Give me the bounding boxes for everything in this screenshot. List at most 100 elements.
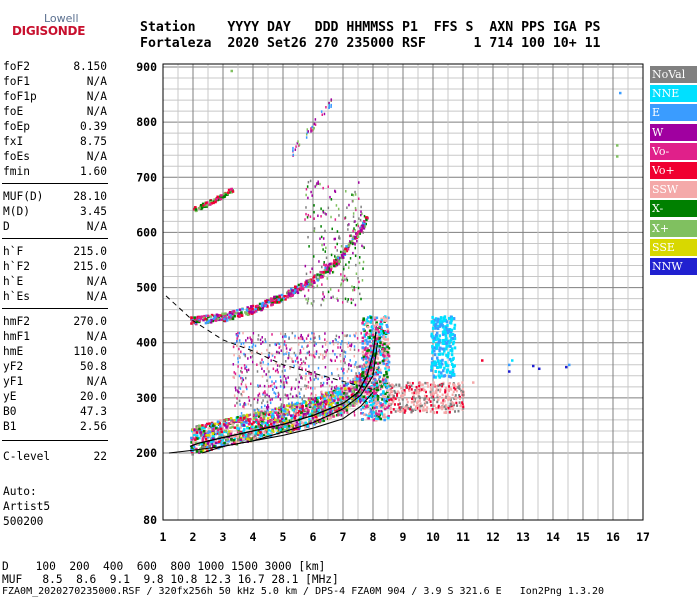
echo-point [193,433,196,437]
echo-point [375,406,378,409]
echo-point [361,279,364,282]
echo-point [352,288,354,292]
echo-point [348,234,351,238]
echo-point [393,394,396,398]
echo-point [204,437,208,441]
echo-point [353,286,355,289]
echo-point [337,207,340,211]
echo-point [201,449,205,452]
echo-point [292,395,294,398]
echo-point [321,113,324,116]
echo-point [347,228,349,231]
echo-point [266,428,269,432]
echo-point [391,389,394,393]
echo-point [307,351,309,354]
echo-point [322,271,326,274]
echo-point [244,437,248,441]
echo-point [256,304,259,308]
echo-point [377,366,380,370]
echo-point [430,396,433,399]
echo-point [389,407,392,411]
echo-point [271,354,274,357]
echo-point [246,306,249,309]
echo-point [202,434,206,438]
echo-point [307,289,310,292]
echo-point [288,427,291,430]
echo-point [309,386,312,390]
echo-point [244,383,247,387]
echo-point [453,397,456,400]
echo-point [301,409,305,412]
echo-point [398,391,401,395]
echo-point [254,416,257,419]
echo-point [333,260,336,263]
echo-point [267,354,270,357]
echo-point [437,337,440,341]
echo-point [405,384,408,387]
echo-point [440,371,443,375]
echo-point [435,345,439,349]
echo-point [245,419,249,422]
echo-point [219,439,223,442]
echo-point [278,363,280,367]
echo-point [304,218,306,221]
echo-point [292,403,296,407]
echo-point [337,289,340,292]
echo-point [353,235,357,239]
echo-point [291,403,294,406]
echo-point [357,277,359,280]
echo-point [350,393,354,397]
echo-point [340,273,342,276]
echo-point [397,409,400,413]
echo-point [454,395,457,399]
echo-point [320,207,322,210]
echo-point [280,380,282,384]
echo-point [284,419,287,423]
echo-point [335,262,339,266]
echo-point [342,405,346,409]
echo-point [346,334,349,337]
echo-point [250,341,253,344]
echo-point [359,401,362,404]
echo-point [292,360,294,363]
echo-point [354,303,357,307]
echo-point [435,391,438,394]
echo-point [236,424,239,427]
echo-point [364,396,368,400]
echo-point [441,393,444,397]
echo-point [250,305,253,308]
echo-point [454,387,457,391]
echo-point [342,265,345,269]
echo-point [315,342,317,346]
echo-point [287,292,290,295]
echo-point [229,316,233,319]
echo-point [260,432,263,436]
echo-point [354,237,357,240]
echo-point [278,346,281,349]
echo-point [262,393,264,396]
echo-point [313,410,316,414]
echo-point [355,331,357,335]
echo-point [355,380,358,383]
echo-point [433,353,437,357]
echo-point [418,404,421,407]
param-name: fmin [3,165,30,178]
echo-point [311,398,314,402]
echo-point [360,213,362,217]
echo-point [361,378,365,382]
echo-point [312,351,315,354]
echo-point [261,358,263,361]
echo-point [377,337,380,340]
echo-point [359,229,363,232]
echo-point [367,414,370,417]
echo-point [442,342,446,346]
echo-point [371,347,374,350]
echo-point [277,371,279,374]
echo-point [230,430,233,433]
echo-point [241,377,244,380]
echo-point [381,340,384,344]
echo-point [425,395,428,398]
echo-point [410,388,413,391]
echo-point [447,351,450,355]
echo-point [229,432,232,436]
